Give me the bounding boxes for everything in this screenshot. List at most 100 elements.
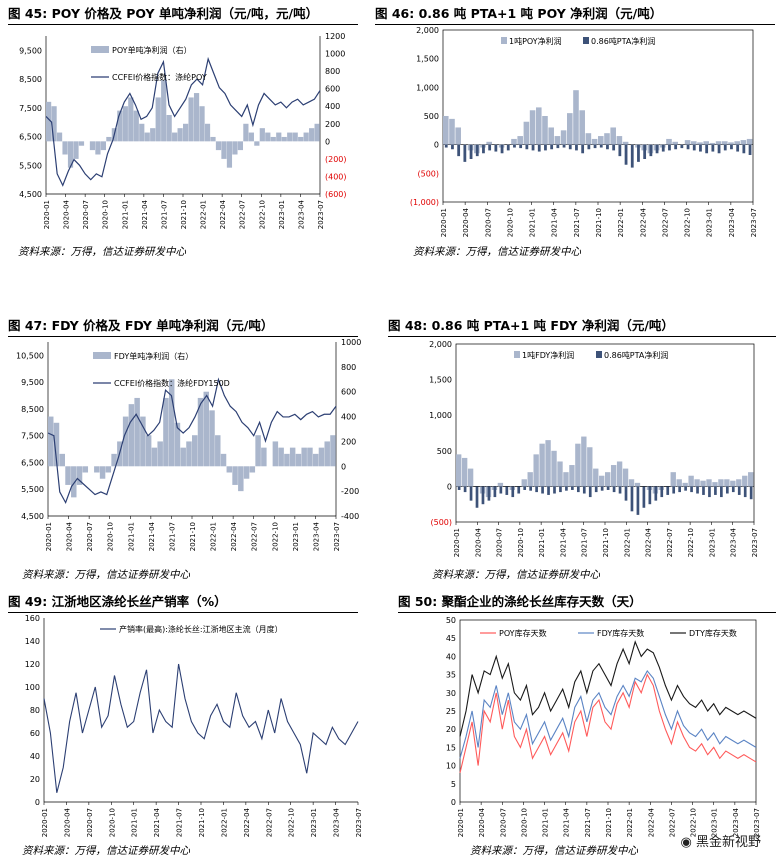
- series1-bar: [511, 138, 517, 145]
- series2-bar: [562, 144, 566, 148]
- series2-bar: [469, 486, 473, 501]
- profit-bar: [89, 141, 96, 151]
- x-tick-label: 2022-01: [617, 208, 625, 237]
- series2-bar: [612, 486, 616, 493]
- left-tick-label: 9,500: [21, 378, 44, 387]
- x-tick-label: 2022-04: [639, 207, 647, 237]
- profit-bar: [144, 132, 150, 142]
- x-tick-label: 2021-10: [189, 522, 197, 551]
- profit-bar: [265, 132, 271, 142]
- profit-bar: [157, 441, 163, 467]
- watermark-icon: ◉: [680, 835, 696, 850]
- x-tick-label: 2022-10: [684, 208, 692, 237]
- x-tick-label: 2020-01: [43, 200, 51, 229]
- series2-bar: [636, 486, 640, 515]
- x-tick-label: 2023-04: [312, 521, 320, 551]
- legend-label: 产销率(最高):涤纶长丝:江浙地区主流（月度）: [119, 624, 283, 634]
- profit-bar: [324, 441, 330, 467]
- x-tick-label: 2020-07: [496, 528, 504, 557]
- series2-bar: [500, 144, 504, 154]
- x-tick-label: 2023-04: [732, 807, 740, 837]
- series2-bar: [568, 144, 572, 150]
- profit-bar: [76, 466, 83, 485]
- series2-bar: [494, 144, 498, 152]
- profit-bar: [226, 466, 233, 473]
- right-tick-label: 1000: [325, 50, 345, 59]
- x-tick-label: 2023-04: [297, 199, 305, 229]
- series1-bar: [455, 127, 461, 145]
- profit-bar: [281, 136, 287, 142]
- profit-bar: [210, 136, 216, 142]
- profit-bar: [215, 435, 221, 467]
- series1-bar: [728, 142, 734, 145]
- series2-bar: [537, 144, 541, 152]
- profit-bar: [56, 132, 63, 142]
- series1-bar: [497, 482, 504, 487]
- profit-bar: [276, 132, 282, 142]
- x-tick-label: 2020-07: [86, 808, 94, 837]
- series1-bar: [688, 475, 694, 487]
- series1-bar: [581, 436, 587, 487]
- series2-bar: [463, 144, 467, 162]
- x-tick-label: 2022-04: [647, 807, 655, 837]
- series2-bar: [487, 486, 491, 501]
- series2-bar: [612, 144, 616, 151]
- profit-bar: [51, 106, 57, 142]
- profit-bar: [197, 397, 204, 467]
- series2-bar: [575, 144, 578, 151]
- series2-bar: [702, 486, 705, 495]
- x-tick-label: 2021-07: [176, 808, 184, 837]
- series1-bar: [715, 141, 722, 145]
- x-tick-label: 2023-01: [310, 808, 318, 837]
- series1-bar: [746, 138, 753, 145]
- profit-bar: [226, 141, 233, 168]
- legend-label: DTY库存天数: [689, 628, 737, 638]
- series2-bar: [684, 486, 687, 491]
- x-tick-label: 2021-04: [551, 207, 559, 237]
- watermark-text: 黑金新视野: [695, 835, 761, 850]
- profit-bar: [292, 132, 298, 142]
- series1-bar: [691, 141, 697, 145]
- profit-bar: [287, 132, 293, 142]
- series2-bar: [649, 144, 653, 157]
- series2-bar: [618, 144, 622, 157]
- series2-bar: [692, 144, 696, 151]
- x-tick-label: 2021-10: [180, 200, 188, 229]
- title-rule: [388, 336, 776, 337]
- series1-bar: [521, 479, 527, 487]
- source-note: 资料来源：万得，信达证券研发中心: [413, 246, 581, 258]
- series1-bar: [700, 480, 706, 487]
- series2-bar: [654, 486, 658, 501]
- right-tick-label: 200: [325, 120, 340, 129]
- series-line: [459, 669, 757, 759]
- left-tick-label: 5,500: [21, 485, 44, 494]
- series1-bar: [722, 141, 728, 145]
- x-tick-label: 2021-01: [121, 200, 129, 229]
- profit-bar: [232, 141, 238, 155]
- x-tick-label: 2022-07: [661, 208, 669, 237]
- right-tick-label: 800: [341, 363, 356, 372]
- profit-bar: [145, 435, 152, 467]
- profit-bar: [134, 397, 140, 467]
- legend-swatch: [501, 37, 507, 44]
- x-tick-label: 2022-10: [690, 808, 698, 837]
- x-tick-label: 2023-01: [292, 522, 300, 551]
- x-tick-label: 2021-10: [602, 528, 610, 557]
- y-tick-label: 160: [25, 614, 40, 623]
- legend-swatch: [583, 37, 589, 44]
- y-tick-label: 80: [30, 706, 40, 715]
- x-tick-label: 2021-01: [131, 808, 139, 837]
- series1-bar: [718, 479, 724, 487]
- x-tick-label: 2021-04: [559, 527, 567, 557]
- series2-bar: [630, 144, 634, 168]
- profit-bar: [161, 79, 167, 142]
- profit-bar: [82, 466, 89, 473]
- profit-bar: [139, 123, 145, 142]
- profit-bar: [295, 453, 302, 467]
- source-note: 资料来源：万得，信达证券研发中心: [432, 569, 600, 581]
- series2-bar: [637, 144, 640, 162]
- right-tick-label: 400: [341, 413, 356, 422]
- x-tick-label: 2022-04: [243, 807, 251, 837]
- profit-bar: [312, 453, 319, 467]
